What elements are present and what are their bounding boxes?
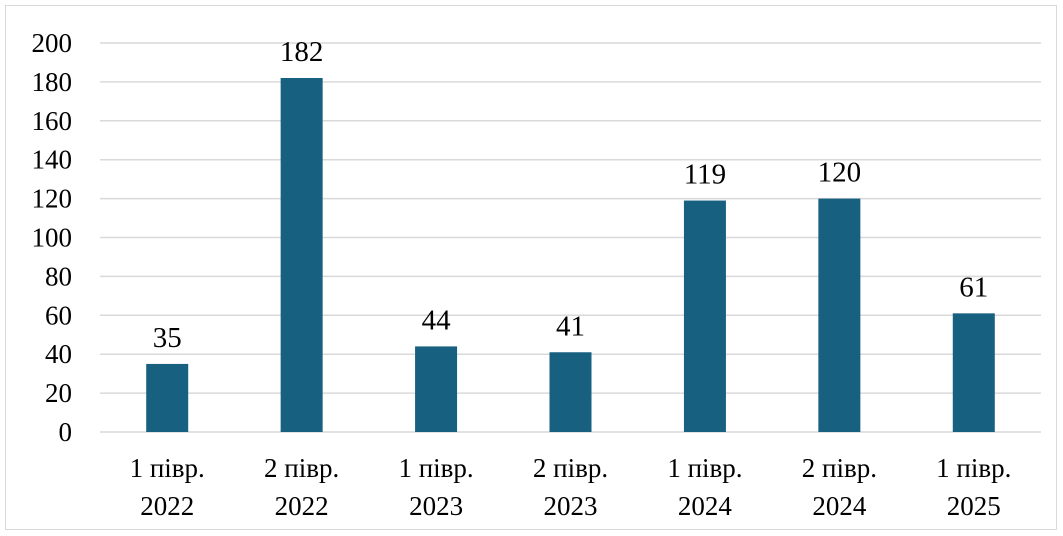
bar <box>683 200 726 432</box>
x-tick-label: 1 півр. <box>398 453 473 483</box>
x-tick-label: 1 півр. <box>936 453 1011 483</box>
y-tick-label: 140 <box>32 145 73 175</box>
data-label: 41 <box>556 310 585 342</box>
y-tick-label: 60 <box>45 300 72 330</box>
y-tick-label: 80 <box>45 261 72 291</box>
y-tick-label: 40 <box>45 339 72 369</box>
y-axis: 0 20 40 60 80 100 120 140 160 180 200 <box>32 28 73 447</box>
gridlines <box>100 42 1041 433</box>
x-tick-label: 2022 <box>275 491 329 521</box>
x-tick-label: 2 півр. <box>264 453 339 483</box>
x-tick-label: 1 півр. <box>667 453 742 483</box>
y-tick-label: 160 <box>32 106 73 136</box>
y-tick-label: 0 <box>59 417 73 447</box>
x-tick-label: 2023 <box>544 491 598 521</box>
bars <box>146 78 995 432</box>
data-label: 61 <box>959 271 988 303</box>
data-label: 182 <box>280 36 324 68</box>
data-label: 44 <box>422 304 452 336</box>
x-tick-label: 2 півр. <box>802 453 877 483</box>
x-tick-label: 2022 <box>140 491 194 521</box>
chart-frame <box>5 5 1057 530</box>
y-tick-label: 20 <box>45 378 72 408</box>
data-labels: 35 182 44 41 119 120 61 <box>153 36 989 354</box>
bar <box>549 352 592 432</box>
y-tick-label: 120 <box>32 184 73 214</box>
x-tick-label: 2025 <box>947 491 1001 521</box>
bar <box>818 198 861 432</box>
bar <box>952 313 995 432</box>
data-label: 120 <box>818 157 862 189</box>
x-tick-label: 2024 <box>812 491 867 521</box>
data-label: 35 <box>153 322 182 354</box>
x-tick-label: 2023 <box>409 491 463 521</box>
x-axis: 1 півр. 2022 2 півр. 2022 1 півр. 2023 2 півр.… <box>130 453 1012 521</box>
bar <box>146 363 189 432</box>
bar <box>415 346 458 432</box>
data-label: 119 <box>684 159 726 191</box>
y-tick-label: 180 <box>32 67 73 97</box>
x-tick-label: 2 півр. <box>533 453 608 483</box>
y-tick-label: 200 <box>32 28 73 58</box>
bar <box>280 78 323 432</box>
x-tick-label: 2024 <box>678 491 733 521</box>
x-tick-label: 1 півр. <box>130 453 205 483</box>
y-tick-label: 100 <box>32 223 73 253</box>
